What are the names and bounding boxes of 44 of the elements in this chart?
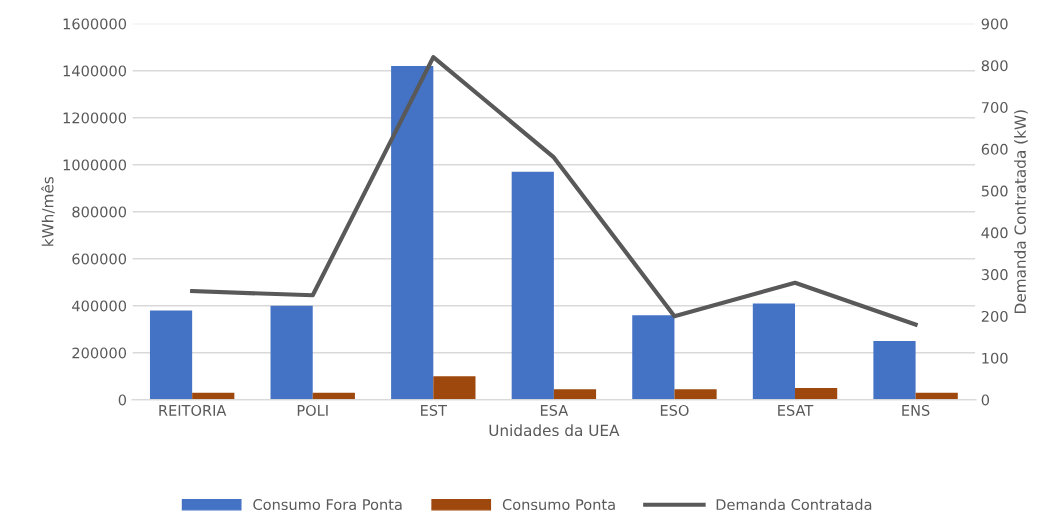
y2-tick-label: 400 bbox=[981, 227, 1008, 239]
bar bbox=[795, 388, 838, 400]
y2-tick-label: 900 bbox=[981, 18, 1008, 30]
x-tick-label: REITORIA bbox=[159, 404, 227, 416]
y-tick-label: 400000 bbox=[72, 300, 127, 312]
bar bbox=[270, 305, 313, 400]
bar bbox=[752, 303, 796, 400]
x-tick-label: EST bbox=[421, 404, 448, 416]
bar bbox=[873, 341, 916, 400]
bar bbox=[674, 389, 717, 400]
y-tick-label: 1600000 bbox=[63, 18, 127, 30]
y2-tick-label: 300 bbox=[981, 269, 1008, 281]
bar bbox=[632, 315, 675, 400]
y-tick-label: 600000 bbox=[72, 253, 127, 265]
y2-tick-label: 200 bbox=[981, 310, 1008, 322]
legend-label: Demanda Contratada bbox=[716, 498, 872, 511]
x-tick-label: ESAT bbox=[778, 404, 814, 416]
bar bbox=[553, 389, 597, 400]
y-tick-label: 1200000 bbox=[63, 112, 127, 124]
y-tick-label: 0 bbox=[118, 394, 127, 406]
y-tick-label: 200000 bbox=[72, 347, 127, 359]
y2-axis-title: Demanda Contratada (kW) bbox=[1014, 110, 1028, 313]
y-tick-label: 1400000 bbox=[63, 65, 127, 77]
line-series bbox=[190, 55, 918, 327]
bar bbox=[149, 310, 193, 400]
x-tick-label: ESA bbox=[540, 404, 569, 416]
y2-tick-label: 500 bbox=[981, 185, 1008, 197]
bar bbox=[511, 171, 554, 400]
y-tick-label: 800000 bbox=[72, 206, 127, 218]
bar bbox=[391, 65, 434, 400]
x-tick-label: ENS bbox=[902, 404, 930, 416]
y-tick-label: 1000000 bbox=[63, 159, 127, 171]
y2-tick-label: 700 bbox=[981, 101, 1008, 113]
bar bbox=[433, 376, 476, 400]
y-axis-title: kWh/mês bbox=[41, 176, 55, 246]
y2-tick-label: 800 bbox=[981, 60, 1008, 72]
legend-label: Consumo Fora Ponta bbox=[253, 499, 402, 511]
y2-tick-label: 100 bbox=[982, 352, 1008, 364]
y2-tick-label: 0 bbox=[981, 394, 990, 406]
x-axis-title: Unidades da UEA bbox=[489, 424, 620, 437]
legend-label: Consumo Ponta bbox=[502, 499, 615, 511]
x-tick-label: ESO bbox=[660, 404, 689, 416]
x-tick-label: POLI bbox=[297, 404, 328, 416]
y2-tick-label: 600 bbox=[981, 143, 1008, 155]
